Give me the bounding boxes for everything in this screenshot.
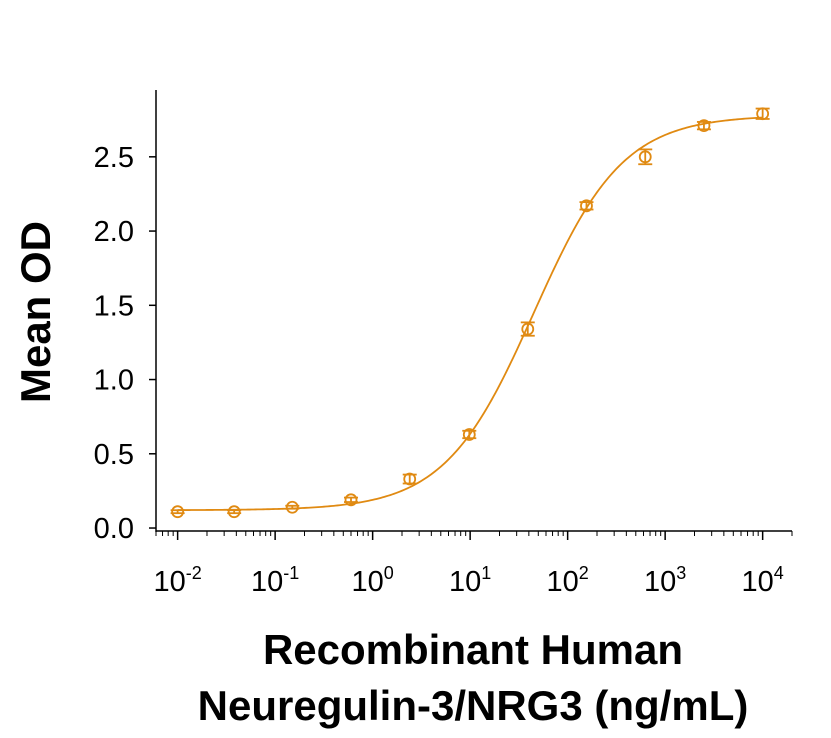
- point-marker: [756, 107, 770, 121]
- y-tick-label-1: 0.5: [94, 439, 134, 471]
- point-marker: [171, 505, 185, 519]
- x-tick-label-4: 102: [547, 563, 589, 598]
- x-tick-label-0: 10-2: [153, 563, 201, 598]
- x-tick-label-5: 103: [644, 563, 686, 598]
- point-marker: [697, 119, 711, 133]
- x-axis-title-line1: Recombinant Human: [263, 626, 683, 673]
- x-axis-title-line2: Neuregulin-3/NRG3 (ng/mL): [198, 682, 749, 729]
- axes: [149, 90, 793, 540]
- data-point-0: [170, 505, 185, 519]
- y-tick-label-0: 0.0: [94, 513, 134, 545]
- point-marker: [227, 505, 241, 519]
- point-marker: [638, 150, 652, 164]
- y-tick-label-5: 2.5: [94, 142, 134, 174]
- data-point-3: [344, 493, 359, 507]
- x-tick-label-1: 10-1: [251, 563, 299, 598]
- data-point-6: [520, 321, 535, 337]
- point-marker: [285, 500, 299, 514]
- data-point-1: [227, 505, 242, 519]
- point-marker: [580, 199, 593, 213]
- point-marker: [403, 472, 417, 486]
- data-point-2: [285, 500, 300, 514]
- point-marker: [344, 493, 358, 507]
- data-point-8: [638, 148, 653, 166]
- y-tick-label-2: 1.0: [94, 365, 134, 397]
- fit-curve-layer: [177, 116, 763, 511]
- x-tick-label-3: 101: [449, 563, 491, 598]
- point-marker: [521, 322, 535, 336]
- data-point-9: [696, 119, 711, 133]
- fit-curve-0: [177, 116, 763, 511]
- point-marker: [462, 428, 476, 441]
- data-point-5: [462, 428, 477, 441]
- x-tick-label-6: 104: [742, 563, 784, 598]
- data-points-layer: [170, 107, 770, 519]
- data-point-10: [755, 107, 770, 121]
- y-tick-label-3: 1.5: [94, 290, 134, 322]
- data-point-4: [402, 472, 417, 486]
- y-tick-label-4: 2.0: [94, 216, 134, 248]
- y-axis-title: Mean OD: [12, 221, 59, 403]
- tick-labels-layer: 0.0 0.5 1.0 1.5 2.0 2.5 10-2 10-1 100 101 102 103 10…: [94, 142, 784, 598]
- x-tick-label-2: 100: [351, 563, 393, 598]
- data-point-7: [579, 199, 594, 213]
